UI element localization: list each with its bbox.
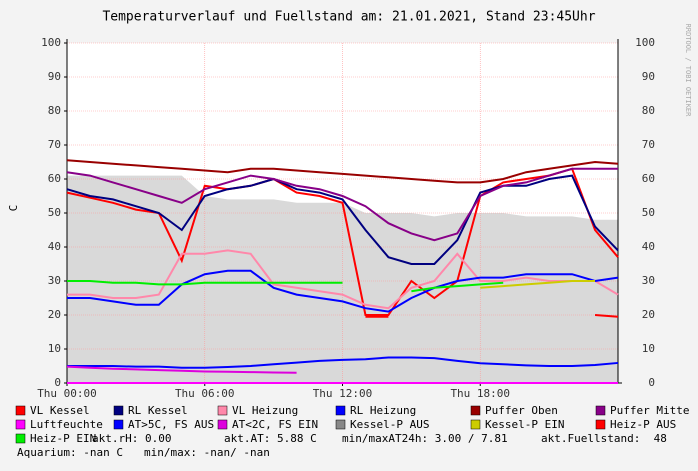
legend-swatch [113, 405, 124, 416]
legend-swatch [595, 419, 606, 430]
legend-label: Kessel-P AUS [350, 418, 429, 431]
y2-tick-label: 70 [642, 138, 655, 151]
y-tick-label: 60 [48, 172, 61, 185]
line [67, 249, 619, 310]
line [67, 356, 619, 369]
chart-title: Temperaturverlauf und Fuellstand am: 21.… [102, 10, 595, 25]
legend-label: Kessel-P EIN [485, 418, 564, 431]
y2-tick-label: 50 [642, 206, 655, 219]
legend-label: VL Kessel [30, 404, 90, 417]
y-tick-label: 80 [48, 104, 61, 117]
y2-tick-label: 0 [648, 376, 655, 389]
legend-swatch [15, 433, 26, 444]
stat-text: akt.AT: 5.88 C [224, 432, 317, 445]
line [67, 269, 619, 313]
y-tick-label: 70 [48, 138, 61, 151]
line [66, 167, 618, 242]
legend-swatch [470, 405, 481, 416]
legend-swatch [113, 419, 124, 430]
y2-tick-label: 30 [642, 274, 655, 287]
legend-swatch [335, 419, 346, 430]
legend-label: Luftfeuchte [30, 418, 103, 431]
y-tick-label: 10 [48, 342, 61, 355]
legend-label: AT<2C, FS EIN [232, 418, 318, 431]
stat-text: min/max: -nan/ -nan [144, 446, 270, 459]
y2-tick-label: 40 [642, 240, 655, 253]
line [67, 280, 504, 293]
legend-label: Puffer Oben [485, 404, 558, 417]
stat-text: akt.rH: 0.00 [92, 432, 171, 445]
legend-swatch [217, 405, 228, 416]
y2-tick-label: 60 [642, 172, 655, 185]
line [66, 365, 297, 374]
stat-text: Aquarium: -nan C [17, 446, 123, 459]
y-tick-label: 50 [48, 206, 61, 219]
stat-text: min/maxAT24h: 3.00 / 7.81 [342, 432, 508, 445]
legend-swatch [335, 405, 346, 416]
y-tick-label: 100 [41, 36, 61, 49]
legend-label: VL Heizung [232, 404, 298, 417]
legend-label: Heiz-P AUS [610, 418, 676, 431]
y2-tick-label: 90 [642, 70, 655, 83]
y-tick-label: 90 [48, 70, 61, 83]
y2-tick-label: 100 [635, 36, 655, 49]
legend-label: RL Heizung [350, 404, 416, 417]
line [480, 280, 596, 289]
y2-tick-label: 80 [642, 104, 655, 117]
legend-swatch [217, 419, 228, 430]
line [365, 314, 619, 318]
side-text: RRDTOOL / TOBI OETIKER [684, 24, 692, 118]
y-tick-label: 30 [48, 274, 61, 287]
legend-swatch [15, 419, 26, 430]
x-tick-label: Thu 06:00 [175, 387, 235, 400]
y-axis-label: C [7, 205, 20, 212]
legend-swatch [595, 405, 606, 416]
y2-tick-label: 10 [642, 342, 655, 355]
y-tick-label: 40 [48, 240, 61, 253]
line [66, 174, 619, 265]
legend-swatch [15, 405, 26, 416]
legend-swatch [470, 419, 481, 430]
x-tick-label: Thu 00:00 [37, 387, 97, 400]
legend-label: AT>5C, FS AUS [128, 418, 214, 431]
y2-tick-label: 20 [642, 308, 655, 321]
legend-label: Puffer Mitte [610, 404, 689, 417]
y-tick-label: 0 [54, 376, 61, 389]
x-tick-label: Thu 18:00 [450, 387, 510, 400]
line [66, 159, 619, 184]
stat-text: akt.Fuellstand: 48 [541, 432, 667, 445]
x-tick-label: Thu 12:00 [313, 387, 373, 400]
legend-label: Heiz-P EIN [30, 432, 96, 445]
y-tick-label: 20 [48, 308, 61, 321]
legend-label: RL Kessel [128, 404, 188, 417]
